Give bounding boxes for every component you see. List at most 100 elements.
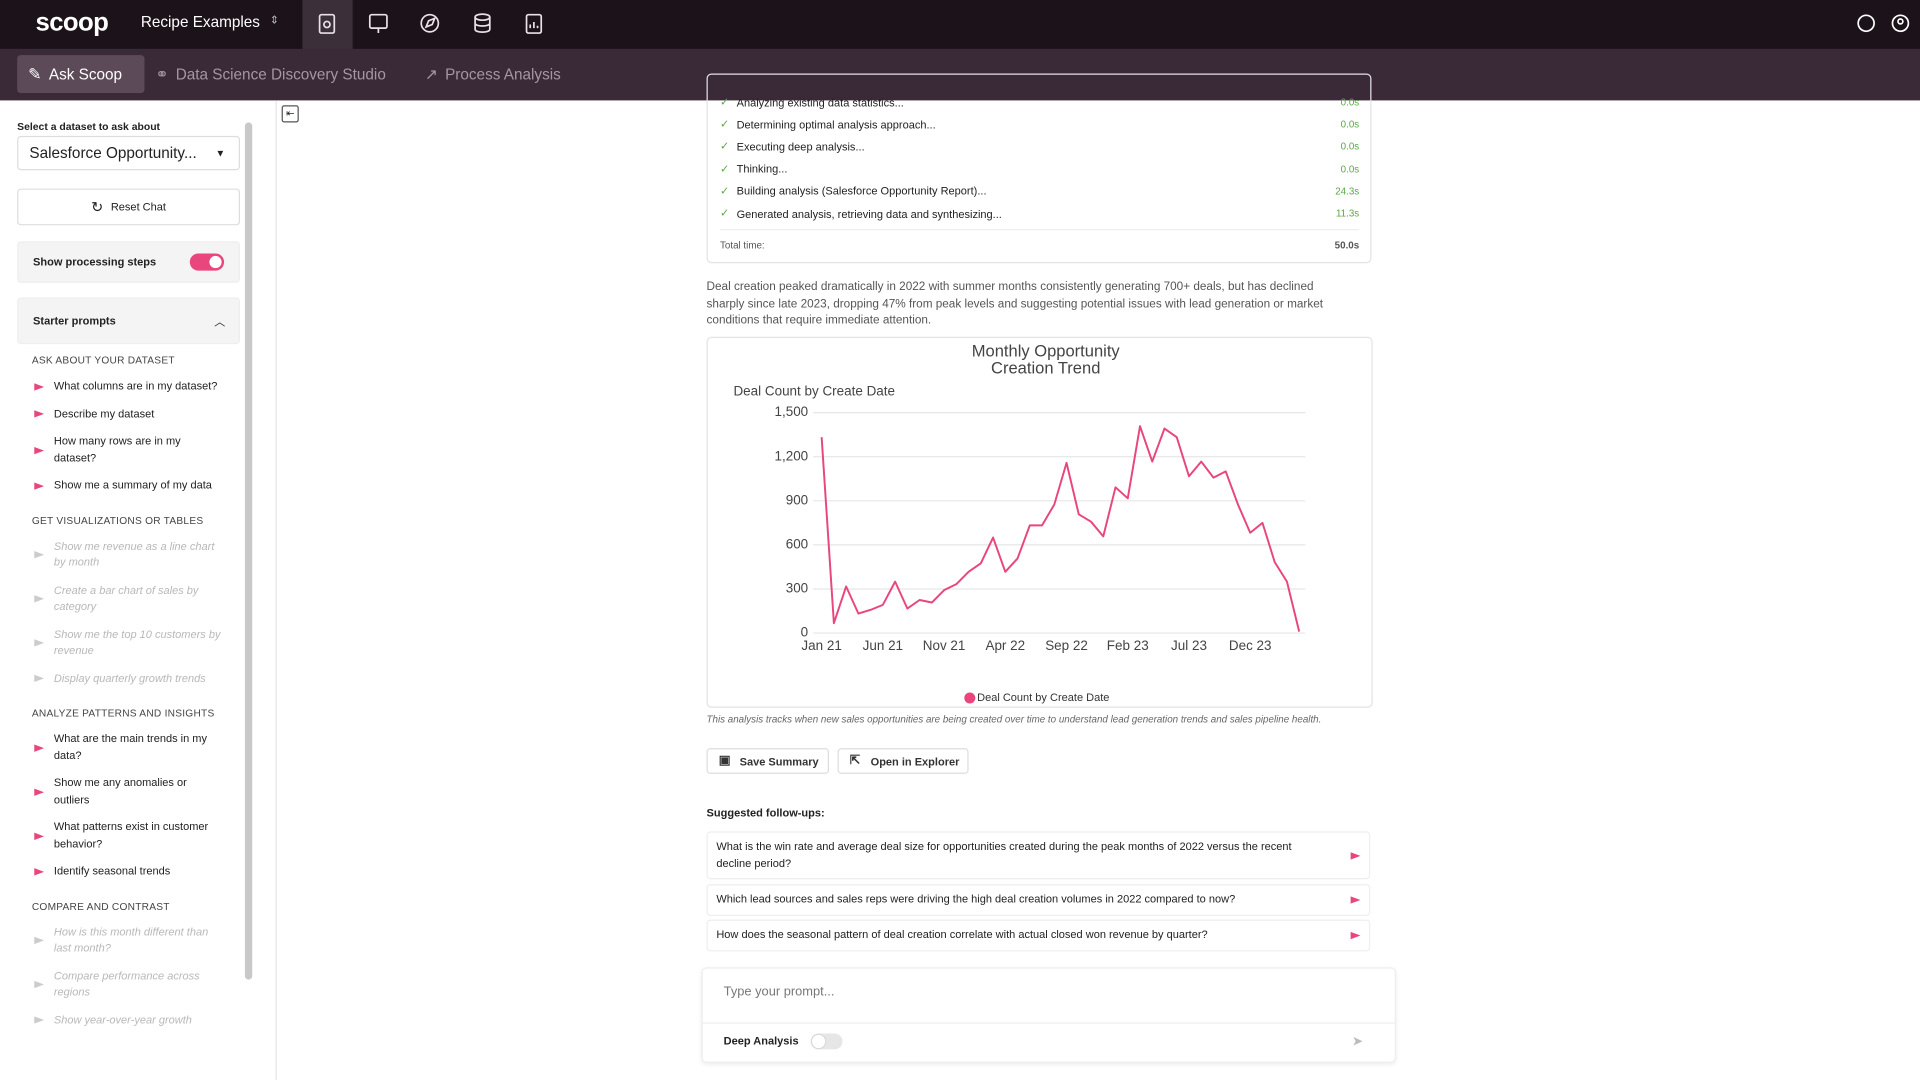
step-time: 24.3s bbox=[1335, 185, 1360, 197]
prompt-text: How is this month different than last mo… bbox=[53, 925, 209, 954]
starter-prompt[interactable]: What are the main trends in my data? bbox=[34, 731, 237, 764]
tab-bar: ✎ Ask Scoop ⚭ Data Science Discovery Studi… bbox=[0, 48, 1920, 101]
prompt-text: Show me any anomalies or outliers bbox=[53, 776, 187, 806]
tab[interactable]: ✎ Ask Scoop bbox=[17, 55, 145, 94]
group-heading: COMPARE AND CONTRAST bbox=[31, 899, 170, 912]
followup[interactable]: How does the seasonal pattern of deal cr… bbox=[706, 919, 1371, 951]
starter-prompt[interactable]: How many rows are in my dataset? bbox=[34, 433, 237, 466]
button-label: Save Summary bbox=[739, 754, 819, 768]
check: ✓ bbox=[720, 140, 730, 153]
arrow-icon bbox=[34, 867, 45, 876]
starter-header[interactable]: Starter prompts ︿ bbox=[17, 297, 241, 345]
arrow-icon bbox=[34, 551, 45, 559]
tab-label: Data Science Discovery Studio bbox=[175, 65, 386, 83]
processing-row: Show processing steps bbox=[17, 241, 241, 283]
icon[interactable] bbox=[318, 13, 336, 34]
y-tick-label: 0 bbox=[801, 625, 808, 640]
group-heading: GET VISUALIZATIONS OR TABLES bbox=[31, 513, 204, 526]
arrow-icon bbox=[34, 675, 45, 683]
sidebar bbox=[0, 100, 277, 1080]
send-button[interactable]: ➤ bbox=[1351, 1034, 1364, 1050]
starter-prompt: Show year-over-year growth bbox=[34, 1012, 237, 1029]
chevron: ︿ bbox=[214, 315, 226, 328]
save-button[interactable]: ▣ Save Summary bbox=[706, 748, 829, 774]
prompt-text: Describe my dataset bbox=[53, 407, 155, 420]
help-icon[interactable] bbox=[1857, 14, 1875, 33]
logo[interactable]: scoop bbox=[35, 8, 109, 37]
x-tick-label: Jun 21 bbox=[863, 638, 903, 653]
arrow-icon bbox=[34, 595, 45, 603]
caret: ▼ bbox=[215, 147, 226, 159]
starter-prompt: Compare performance across regions bbox=[34, 968, 237, 1001]
icon: ↻ bbox=[91, 198, 104, 216]
toggle[interactable] bbox=[189, 253, 225, 271]
group-heading: ANALYZE PATTERNS AND INSIGHTS bbox=[31, 706, 215, 719]
followup[interactable]: Which lead sources and sales reps were d… bbox=[706, 884, 1371, 916]
send-arrow bbox=[1350, 896, 1361, 904]
button-label: Open in Explorer bbox=[870, 754, 960, 768]
deep-label: Deep Analysis bbox=[723, 1034, 799, 1047]
divider bbox=[702, 1022, 1395, 1024]
step: ✓ Building analysis (Salesforce Opportuni… bbox=[720, 185, 1359, 198]
arrow-icon bbox=[34, 743, 45, 752]
starter-prompt[interactable]: What patterns exist in customer behavior… bbox=[34, 819, 237, 852]
prompt-input[interactable]: Type your prompt... bbox=[723, 984, 835, 1000]
scrollbar[interactable] bbox=[244, 122, 253, 980]
starter-prompt[interactable]: What columns are in my dataset? bbox=[34, 378, 237, 395]
step-label: Determining optimal analysis approach... bbox=[736, 118, 936, 131]
workspace-select[interactable]: Recipe Examples ⇕ bbox=[141, 13, 279, 30]
account-icon[interactable] bbox=[1891, 14, 1910, 33]
icon[interactable] bbox=[368, 13, 388, 30]
chart: Deal Count by Create Date 0 300 600 900 1,20… bbox=[733, 383, 1306, 704]
reset-button[interactable]: ↻ Reset Chat bbox=[17, 188, 241, 226]
prompt-text: Show me revenue as a line chart by month bbox=[53, 539, 215, 569]
prompt-groups: ASK ABOUT YOUR DATASET What columns are i… bbox=[17, 349, 237, 1059]
starter-prompt[interactable]: Identify seasonal trends bbox=[34, 863, 237, 880]
workspace-name: Recipe Examples bbox=[140, 13, 260, 31]
divider bbox=[720, 228, 1360, 231]
icon[interactable] bbox=[420, 13, 440, 33]
dataset-select[interactable]: Salesforce Opportunity... ▼ bbox=[17, 135, 241, 171]
prompt-text: Create a bar chart of sales by category bbox=[53, 583, 199, 613]
icon: ▣ bbox=[718, 754, 731, 768]
prompt-text: What patterns exist in customer behavior… bbox=[53, 820, 209, 850]
starter-prompt[interactable]: Show me any anomalies or outliers bbox=[34, 775, 237, 808]
arrow-icon bbox=[34, 980, 45, 989]
collapse-button[interactable]: ⇤ bbox=[281, 105, 299, 123]
explorer-button[interactable]: ⇱ Open in Explorer bbox=[837, 748, 969, 774]
right-icons bbox=[1857, 14, 1910, 33]
check: ✓ bbox=[720, 95, 730, 108]
icon: ⚭ bbox=[155, 66, 169, 84]
tab[interactable]: ↗ Process Analysis bbox=[414, 55, 572, 93]
step-time: 0.0s bbox=[1340, 96, 1360, 108]
followup-text: How does the seasonal pattern of deal cr… bbox=[716, 928, 1208, 941]
followup[interactable]: What is the win rate and average deal si… bbox=[706, 831, 1371, 880]
total-time: 50.0s bbox=[1334, 240, 1360, 252]
step: ✓ Thinking... 0.0s bbox=[720, 162, 1359, 175]
data-line bbox=[820, 425, 1301, 632]
arrow-icon bbox=[34, 832, 45, 840]
step-time: 11.3s bbox=[1335, 208, 1360, 220]
x-tick-label: Jul 23 bbox=[1171, 638, 1207, 653]
starter-prompt: Display quarterly growth trends bbox=[34, 670, 237, 687]
prompt-text: What columns are in my dataset? bbox=[53, 379, 218, 392]
starter-prompt: How is this month different than last mo… bbox=[34, 924, 237, 957]
step-label: Analyzing existing data statistics... bbox=[736, 96, 904, 109]
deep-toggle[interactable] bbox=[810, 1033, 843, 1050]
icon[interactable] bbox=[525, 13, 543, 34]
check: ✓ bbox=[720, 206, 730, 220]
legend-label: Deal Count by Create Date bbox=[977, 692, 1109, 704]
check: ✓ bbox=[720, 162, 730, 175]
starter-prompt[interactable]: Describe my dataset bbox=[34, 406, 237, 423]
followup-text: Which lead sources and sales reps were d… bbox=[716, 892, 1236, 905]
tab[interactable]: ⚭ Data Science Discovery Studio bbox=[144, 55, 396, 93]
prompt-text: Show me a summary of my data bbox=[53, 478, 212, 492]
starter-prompt[interactable]: Show me a summary of my data bbox=[34, 478, 237, 495]
step: ✓ Determining optimal analysis approach..… bbox=[720, 118, 1359, 131]
nav-active[interactable] bbox=[302, 0, 353, 49]
x-tick-label: Feb 23 bbox=[1107, 638, 1149, 653]
icon[interactable] bbox=[474, 13, 491, 22]
step-label: Executing deep analysis... bbox=[736, 140, 865, 153]
step-label: Generated analysis, retrieving data and … bbox=[736, 207, 1002, 220]
